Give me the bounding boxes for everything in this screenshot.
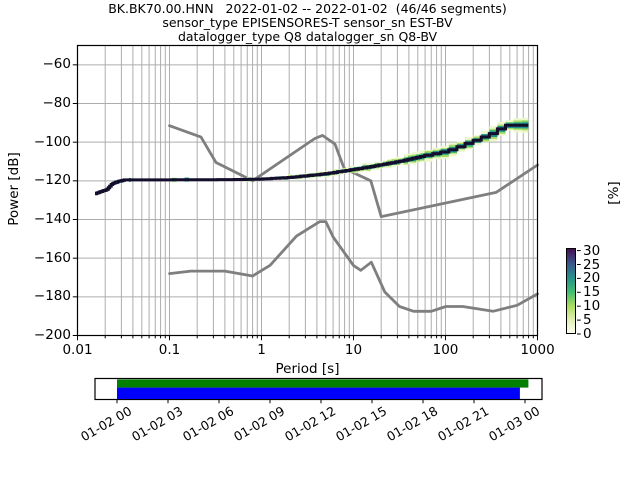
- y-tick-label: −100: [33, 133, 71, 150]
- figure-title-line2: sensor_type EPISENSORES-T sensor_sn EST-…: [162, 15, 453, 30]
- colorbar-label: [%]: [606, 181, 622, 205]
- x-tick-label: 10: [344, 342, 363, 358]
- NLNM-low-noise-model-curve: [168, 220, 539, 313]
- x-tick-label: 0.1: [158, 342, 181, 358]
- colorbar-tick-label: 20: [583, 270, 601, 287]
- figure-title-line3: datalogger_type Q8 datalogger_sn Q8-BV: [177, 29, 438, 44]
- colorbar-tick-label: 15: [583, 284, 601, 301]
- colorbar-tick-label: 0: [583, 326, 592, 342]
- colorbar-tick-label: 5: [583, 312, 592, 329]
- y-tick-label: −80: [42, 95, 72, 111]
- x-tick-label: 1000: [520, 342, 555, 358]
- colorbar-tick-label: 25: [583, 256, 601, 273]
- timeline-green-bar: [117, 379, 529, 388]
- y-axis-label: Power [dB]: [6, 152, 22, 226]
- colorbar-tick-label: 10: [583, 298, 601, 315]
- y-tick-label: −200: [33, 327, 71, 343]
- colorbar-gradient: [566, 248, 576, 334]
- x-tick-label: 1: [257, 342, 266, 358]
- x-tick-label: 0.01: [62, 342, 93, 358]
- y-tick-label: −160: [33, 249, 71, 266]
- x-tick-label: 100: [432, 342, 459, 358]
- figure-title-line1: BK.BK70.00.HNN 2022-01-02 -- 2022-01-02 …: [108, 1, 507, 16]
- y-tick-label: −60: [42, 56, 72, 73]
- colorbar-tick-label: 30: [583, 242, 601, 259]
- y-tick-label: −140: [33, 211, 71, 227]
- x-axis-label: Period [s]: [275, 361, 340, 377]
- y-tick-label: −120: [33, 172, 71, 189]
- NHNM-high-noise-model-curve: [168, 124, 539, 219]
- timeline-blue-bar: [117, 387, 520, 399]
- axes-frame: [76, 44, 539, 337]
- psd-median-line: [95, 123, 529, 196]
- y-tick-label: −180: [33, 288, 71, 305]
